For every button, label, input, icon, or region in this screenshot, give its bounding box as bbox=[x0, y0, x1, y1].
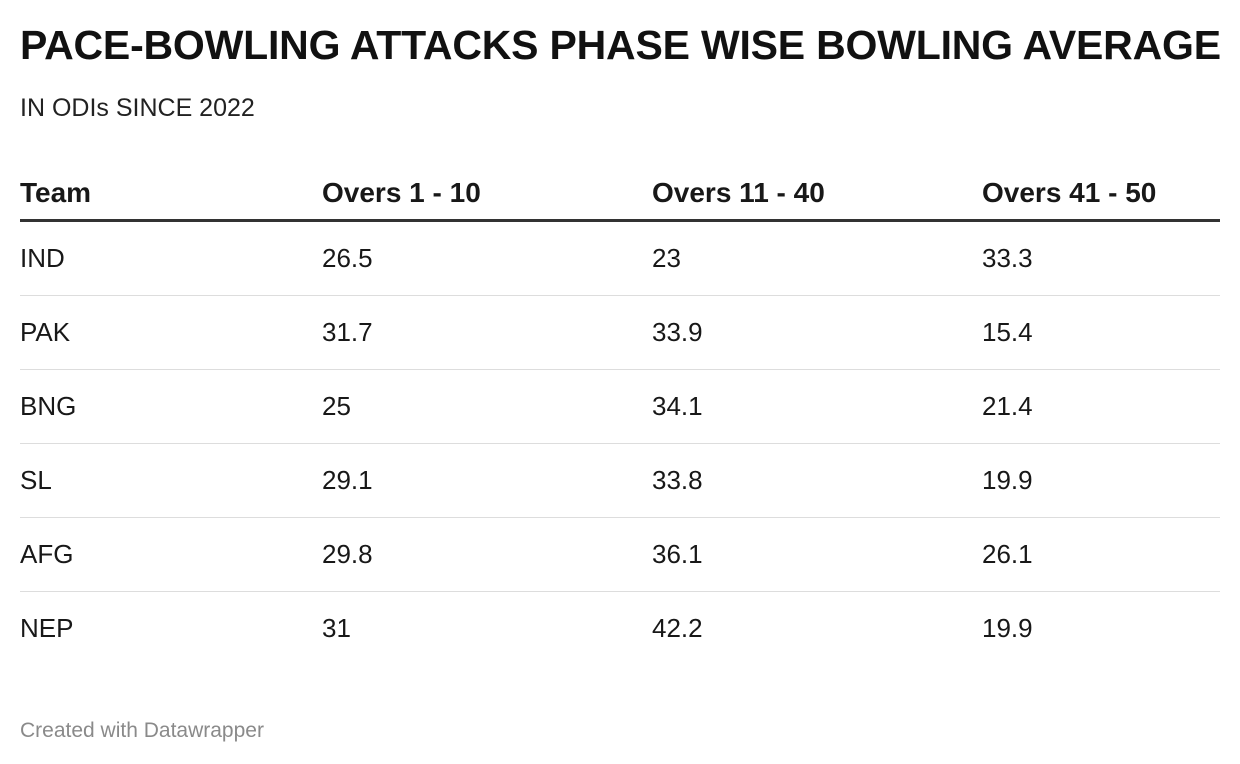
overs-41-50-cell: 15.4 bbox=[982, 295, 1220, 370]
team-cell: NEP bbox=[20, 613, 74, 643]
overs-11-40-cell: 23 bbox=[652, 220, 982, 296]
overs-1-10-cell: 26.5 bbox=[322, 220, 652, 296]
overs-1-10-cell: 25 bbox=[322, 369, 652, 444]
overs-41-50-cell: 26.1 bbox=[982, 517, 1220, 592]
column-header-overs-1-10: Overs 1 - 10 bbox=[322, 173, 652, 222]
footer-credit: Created with Datawrapper bbox=[20, 719, 264, 742]
table-row: SL 29.1 33.8 19.9 bbox=[20, 443, 1220, 518]
chart-title: PACE-BOWLING ATTACKS PHASE WISE BOWLING … bbox=[20, 22, 1221, 68]
overs-11-40-cell: 33.9 bbox=[652, 295, 982, 370]
overs-11-40-cell: 34.1 bbox=[652, 369, 982, 444]
overs-11-40-cell: 33.8 bbox=[652, 443, 982, 518]
overs-41-50-cell: 21.4 bbox=[982, 369, 1220, 444]
overs-11-40-cell: 36.1 bbox=[652, 517, 982, 592]
overs-1-10-cell: 29.8 bbox=[322, 517, 652, 592]
team-cell: PAK bbox=[20, 295, 322, 370]
table-row: NEP 31 42.2 19.9 bbox=[20, 592, 1220, 666]
team-cell: BNG bbox=[20, 369, 322, 444]
overs-1-10-cell: 31 bbox=[322, 613, 351, 643]
table-row: PAK 31.7 33.9 15.4 bbox=[20, 295, 1220, 370]
overs-41-50-cell: 19.9 bbox=[982, 613, 1033, 643]
overs-1-10-cell: 31.7 bbox=[322, 295, 652, 370]
table-header-row: Team Overs 1 - 10 Overs 11 - 40 Overs 41… bbox=[20, 173, 1220, 222]
overs-41-50-cell: 33.3 bbox=[982, 220, 1220, 296]
team-cell: SL bbox=[20, 443, 322, 518]
overs-1-10-cell: 29.1 bbox=[322, 443, 652, 518]
overs-41-50-cell: 19.9 bbox=[982, 443, 1220, 518]
column-header-overs-41-50: Overs 41 - 50 bbox=[982, 173, 1220, 222]
team-cell: AFG bbox=[20, 517, 322, 592]
column-header-team: Team bbox=[20, 173, 322, 222]
chart-subtitle: IN ODIs SINCE 2022 bbox=[20, 94, 255, 122]
data-table: Team Overs 1 - 10 Overs 11 - 40 Overs 41… bbox=[20, 173, 1220, 665]
team-cell: IND bbox=[20, 220, 322, 296]
column-header-overs-11-40: Overs 11 - 40 bbox=[652, 173, 982, 222]
table-row: IND 26.5 23 33.3 bbox=[20, 220, 1220, 296]
overs-11-40-cell: 42.2 bbox=[652, 613, 703, 643]
chart-container: PACE-BOWLING ATTACKS PHASE WISE BOWLING … bbox=[20, 0, 1221, 665]
table-row: AFG 29.8 36.1 26.1 bbox=[20, 517, 1220, 592]
table-row: BNG 25 34.1 21.4 bbox=[20, 369, 1220, 444]
